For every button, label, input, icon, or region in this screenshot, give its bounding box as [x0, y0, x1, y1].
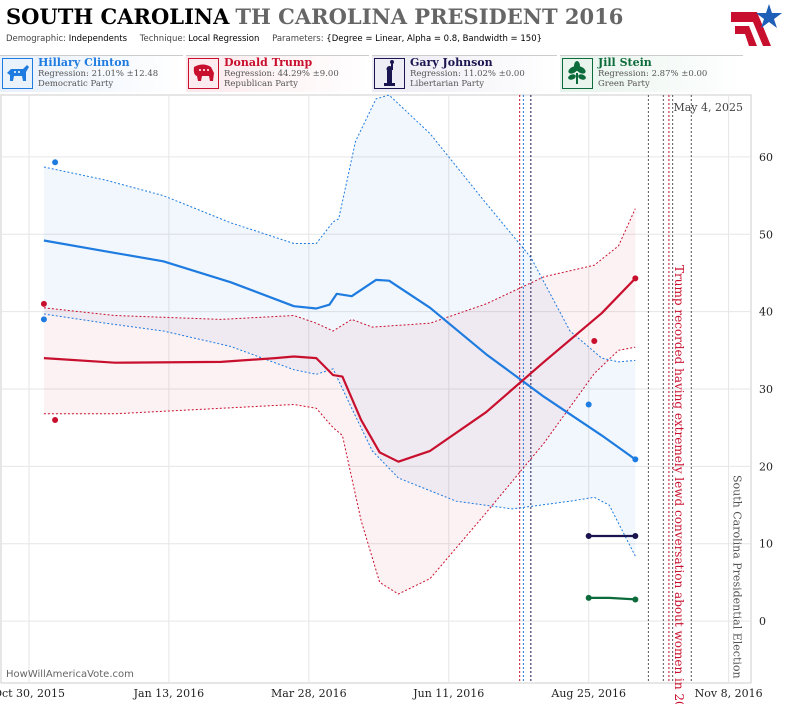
y-tick-label: 30	[759, 383, 773, 396]
legend-regression-trump: Regression: 44.29% ±9.00	[224, 69, 339, 79]
legend-regression-johnson: Regression: 11.02% ±0.00	[410, 69, 525, 79]
legend-item-clinton[interactable]: Hillary Clinton Regression: 21.01% ±12.4…	[0, 55, 183, 92]
data-point	[632, 533, 639, 539]
legend-name-stein: Jill Stein	[598, 56, 652, 69]
y-tick-label: 20	[759, 460, 773, 473]
leaf-icon	[562, 58, 593, 89]
data-point	[40, 316, 47, 323]
data-point	[632, 456, 639, 463]
elephant-icon	[188, 58, 219, 89]
technique-value: Local Regression	[188, 34, 260, 44]
x-tick-label: Mar 28, 2016	[271, 687, 347, 700]
demographic-label: Demographic:	[6, 34, 67, 44]
annotation-text: South Carolina Presidential Election	[731, 475, 744, 679]
data-point	[40, 300, 47, 307]
legend: Hillary Clinton Regression: 21.01% ±12.4…	[0, 55, 789, 93]
y-tick-label: 10	[759, 538, 773, 551]
legend-name-johnson: Gary Johnson	[410, 56, 493, 69]
chart-title: SOUTH CAROLINA TH CAROLINA PRESIDENT 2016	[6, 4, 623, 29]
series-line	[588, 596, 636, 601]
series-line	[43, 277, 637, 463]
legend-party-clinton: Democratic Party	[38, 79, 114, 89]
data-point	[52, 159, 59, 166]
legend-item-trump[interactable]: Donald Trump Regression: 44.29% ±9.00 Re…	[186, 55, 369, 92]
liberty-icon	[374, 58, 405, 89]
chart-title-sub: TH CAROLINA PRESIDENT 2016	[235, 4, 624, 29]
series-line	[43, 239, 636, 461]
donkey-icon	[2, 58, 33, 89]
data-point	[52, 416, 59, 423]
x-tick-label: Aug 25, 2016	[550, 687, 626, 700]
x-tick-label: Oct 30, 2015	[0, 687, 65, 700]
confidence-band	[43, 208, 636, 594]
legend-name-trump: Donald Trump	[224, 56, 313, 69]
x-tick-label: Jan 13, 2016	[133, 687, 205, 700]
y-tick-label: 0	[759, 615, 766, 628]
legend-party-johnson: Libertarian Party	[410, 79, 485, 89]
legend-regression-clinton: Regression: 21.01% ±12.48	[38, 69, 159, 79]
y-tick-label: 60	[759, 151, 773, 164]
band-lower-line	[43, 313, 636, 557]
date-stamp: May 4, 2025	[673, 101, 743, 114]
y-tick-label: 50	[759, 228, 773, 241]
data-point	[632, 275, 639, 282]
band-upper-line	[43, 208, 636, 332]
x-tick-label: Jun 11, 2016	[412, 687, 484, 700]
y-tick-label: 40	[759, 306, 773, 319]
parameters-label: Parameters:	[272, 34, 324, 44]
site-logo-icon	[731, 4, 782, 46]
x-tick-label: Nov 8, 2016	[695, 687, 763, 700]
chart-title-main: SOUTH CAROLINA	[6, 4, 230, 29]
data-point	[585, 533, 592, 539]
legend-item-stein[interactable]: Jill Stein Regression: 2.87% ±0.00 Green…	[560, 55, 743, 92]
band-lower-line	[43, 346, 636, 595]
legend-party-trump: Republican Party	[224, 79, 298, 89]
technique-label: Technique:	[139, 34, 186, 44]
data-point	[591, 338, 598, 345]
data-point	[585, 401, 592, 408]
watermark: HowWillAmericaVote.com	[6, 669, 134, 680]
demographic-value: Independents	[68, 34, 128, 44]
legend-party-stein: Green Party	[598, 79, 650, 89]
data-point	[632, 596, 639, 603]
legend-regression-stein: Regression: 2.87% ±0.00	[598, 69, 708, 79]
legend-name-clinton: Hillary Clinton	[38, 56, 130, 69]
parameters-value: {Degree = Linear, Alpha = 0.8, Bandwidth…	[326, 34, 543, 44]
annotation-text: Trump recorded having extremely lewd con…	[672, 265, 686, 704]
confidence-band	[43, 95, 636, 557]
parameters-line: Demographic: Independents Technique: Loc…	[6, 34, 542, 44]
data-point	[585, 594, 592, 601]
legend-item-johnson[interactable]: Gary Johnson Regression: 11.02% ±0.00 Li…	[372, 55, 557, 92]
